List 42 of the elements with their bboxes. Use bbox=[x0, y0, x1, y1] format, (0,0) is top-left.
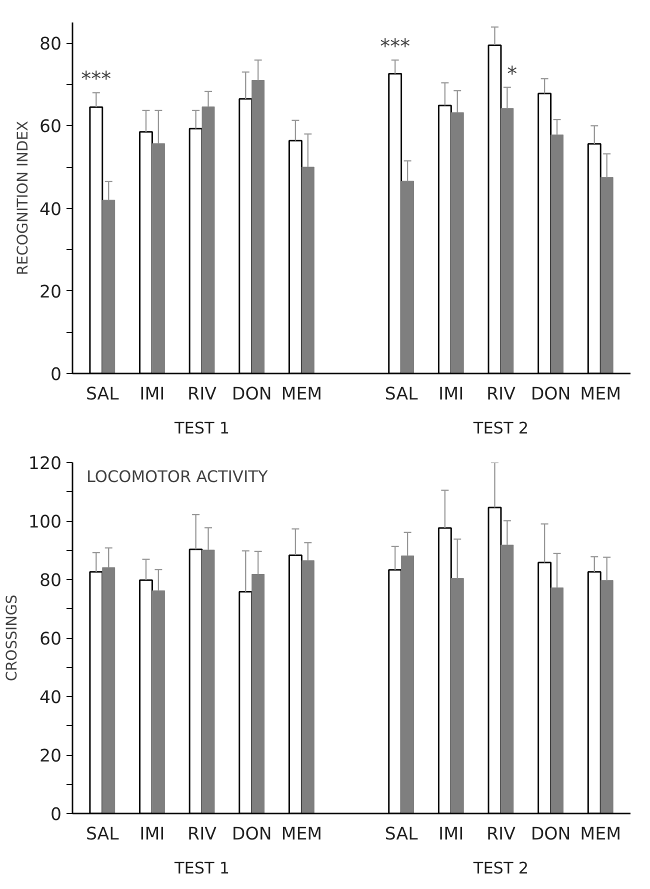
x-tick-label: IMI bbox=[438, 824, 464, 844]
data-label: *** bbox=[380, 34, 410, 58]
x-tick-label: IMI bbox=[140, 384, 165, 404]
y-axis-title: CROSSINGS bbox=[3, 594, 20, 682]
x-tick-label: RIV bbox=[486, 384, 516, 404]
y-tick-label: 40 bbox=[39, 688, 62, 708]
text: TEST 2 bbox=[472, 418, 529, 438]
text: TEST 1 bbox=[173, 418, 230, 438]
x-tick-label: RIV bbox=[188, 384, 217, 404]
x-tick-label: DON bbox=[530, 824, 571, 844]
x-tick-label: MEM bbox=[580, 824, 622, 844]
x-tick-label: MEM bbox=[281, 384, 322, 404]
y-tick-label: 80 bbox=[39, 571, 62, 591]
y-tick-label: 0 bbox=[50, 805, 62, 825]
text: TEST 2 bbox=[472, 858, 529, 878]
x-tick-label: DON bbox=[530, 384, 571, 404]
text: TEST 1 bbox=[173, 858, 230, 878]
x-tick-label: SAL bbox=[384, 824, 418, 844]
chart-title: LOCOMOTOR ACTIVITY bbox=[86, 467, 268, 486]
x-tick-label: IMI bbox=[438, 384, 464, 404]
x-tick-label: DON bbox=[232, 384, 272, 404]
data-label: * bbox=[507, 61, 518, 86]
y-tick-label: 20 bbox=[39, 746, 62, 766]
y-tick-label: 0 bbox=[50, 365, 62, 385]
x-tick-label: MEM bbox=[281, 824, 322, 844]
x-tick-label: DON bbox=[232, 824, 272, 844]
y-axis-title: RECOGNITION INDEX bbox=[14, 120, 32, 276]
x-tick-label: IMI bbox=[140, 824, 165, 844]
y-tick-label: 60 bbox=[39, 117, 62, 138]
x-tick-label: MEM bbox=[580, 384, 622, 404]
x-tick-label: SAL bbox=[86, 824, 120, 844]
y-tick-label: 20 bbox=[39, 282, 62, 302]
y-tick-label: 40 bbox=[39, 200, 62, 220]
y-tick-label: 100 bbox=[28, 512, 62, 532]
y-tick-label: 60 bbox=[39, 630, 62, 650]
x-tick-label: RIV bbox=[188, 824, 217, 844]
x-tick-label: RIV bbox=[486, 824, 516, 844]
y-tick-label: 120 bbox=[28, 454, 62, 474]
x-tick-label: SAL bbox=[86, 384, 120, 404]
x-tick-label: SAL bbox=[384, 384, 418, 404]
y-tick-label: 80 bbox=[39, 34, 62, 55]
data-label: *** bbox=[81, 66, 112, 91]
